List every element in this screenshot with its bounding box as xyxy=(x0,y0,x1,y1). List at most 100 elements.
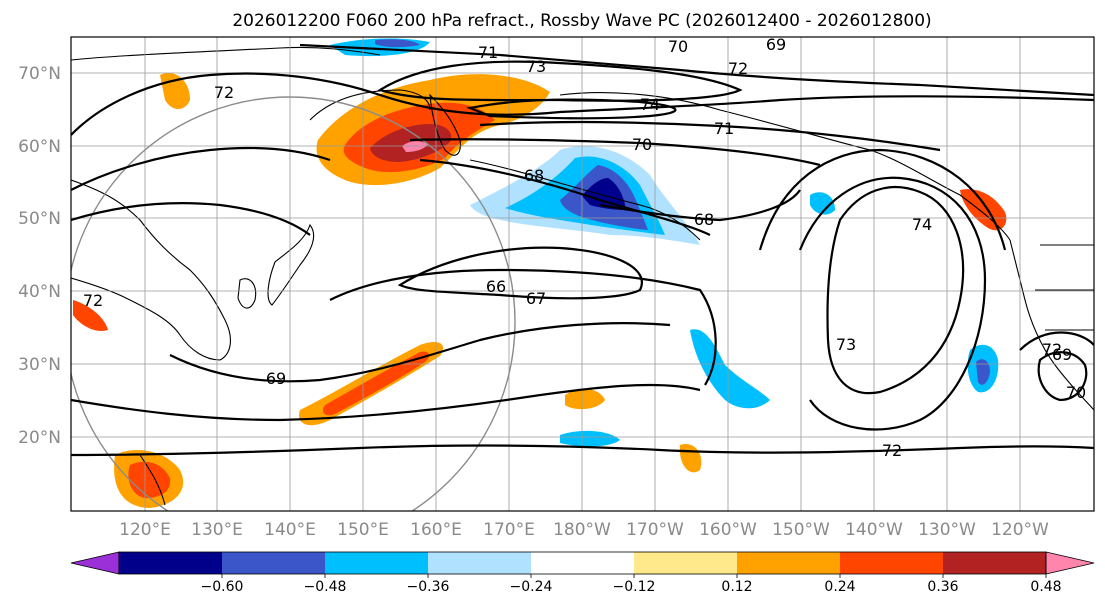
alaska-coastline xyxy=(559,92,1011,241)
contour-label: 70 xyxy=(632,135,652,154)
contour-69 xyxy=(169,322,671,383)
north-america-interior-border xyxy=(1035,244,1094,331)
negative-anomaly-tropical xyxy=(560,430,620,447)
contour-70b xyxy=(71,383,701,422)
contours xyxy=(71,43,1094,457)
longitude-label: 160°W xyxy=(699,520,757,540)
contour-label: 72 xyxy=(1042,340,1062,359)
colorbar-extend-high xyxy=(1045,551,1095,575)
contour-label: 72 xyxy=(214,83,234,102)
colorbar-segment xyxy=(943,552,1047,574)
colorbar-segment xyxy=(325,552,429,574)
negative-anomaly-east-pacific xyxy=(690,329,770,409)
longitude-label: 120°W xyxy=(991,520,1049,540)
positive-anomaly-okhotsk-max xyxy=(402,141,428,152)
longitude-label: 140°E xyxy=(264,520,316,540)
negative-anomaly-aleutian-east xyxy=(810,192,835,215)
positive-anomaly-hawaii xyxy=(565,388,605,410)
positive-anomaly-west-coast-asia xyxy=(73,300,108,331)
korea-coastline xyxy=(237,278,257,309)
contour-label: 74 xyxy=(912,215,932,234)
map-area: 71 70 69 73 72 72 74 71 70 68 68 74 66 6… xyxy=(71,35,1094,511)
contour-label: 68 xyxy=(694,210,714,229)
colorbar-tick-label: −0.36 xyxy=(407,579,450,595)
contour-71b xyxy=(479,120,941,152)
contour-labels: 71 70 69 73 72 72 74 71 70 68 68 74 66 6… xyxy=(83,35,1086,460)
contour-72b xyxy=(71,444,1094,457)
contour-74b xyxy=(826,185,965,395)
negative-anomaly-arctic-core xyxy=(375,39,420,48)
contour-label: 69 xyxy=(266,369,286,388)
colorbar-segment xyxy=(428,552,532,574)
longitude-label: 170°E xyxy=(483,520,535,540)
colorbar-tick-label: 0.24 xyxy=(824,579,855,595)
latitude-label: 60°N xyxy=(18,137,61,157)
map-frame xyxy=(70,36,1095,512)
contour-label: 73 xyxy=(526,57,546,76)
contour-label: 66 xyxy=(486,277,506,296)
colorbar-tick-label: −0.12 xyxy=(613,579,656,595)
latitude-labels: 70°N 60°N 50°N 40°N 30°N 20°N xyxy=(18,64,61,448)
colorbar-segment xyxy=(119,552,223,574)
contour-label: 73 xyxy=(836,335,856,354)
contour-72 xyxy=(71,72,1094,136)
longitude-label: 170°W xyxy=(626,520,684,540)
colorbar-tick-label: 0.48 xyxy=(1030,579,1061,595)
longitude-label: 130°E xyxy=(191,520,243,540)
colorbar-segment xyxy=(737,552,841,574)
contour-label: 72 xyxy=(728,59,748,78)
range-circle xyxy=(71,96,516,511)
contour-label: 68 xyxy=(524,166,544,185)
arctic-coastline xyxy=(71,46,381,61)
figure-title: 2026012200 F060 200 hPa refract., Rossby… xyxy=(232,11,931,31)
contour-66 xyxy=(397,246,643,300)
colorbar-segment xyxy=(634,552,738,574)
north-america-west-coast xyxy=(1009,239,1094,411)
contour-73b xyxy=(798,176,987,431)
contour-label: 70 xyxy=(668,37,688,56)
contour-label: 74 xyxy=(640,95,660,114)
colorbar-segment xyxy=(531,552,635,574)
colorbar-tick-label: −0.60 xyxy=(201,579,244,595)
longitude-label: 150°W xyxy=(772,520,830,540)
contour-69b xyxy=(1037,351,1088,402)
contour-label: 69 xyxy=(766,35,786,54)
coastlines xyxy=(71,46,1094,506)
contour-72c xyxy=(758,148,1007,251)
colorbar-tick-label: −0.48 xyxy=(304,579,347,595)
contour-label: 71 xyxy=(478,43,498,62)
contour-70 xyxy=(409,138,821,167)
negative-anomaly-aleutian-core xyxy=(582,178,626,210)
colorbar-segment xyxy=(222,552,326,574)
latitude-label: 30°N xyxy=(18,355,61,375)
latitude-label: 40°N xyxy=(18,282,61,302)
japan-coastline xyxy=(267,223,315,306)
colorbar-outline xyxy=(118,551,1047,575)
colorbar-segment xyxy=(840,552,944,574)
contour-70c xyxy=(1019,331,1094,351)
philippines-coastline xyxy=(139,454,166,506)
longitude-label: 130°W xyxy=(918,520,976,540)
latitude-label: 70°N xyxy=(18,64,61,84)
negative-anomaly-northeast-pacific-core xyxy=(976,359,990,385)
contour-74 xyxy=(466,98,677,120)
okhotsk-coastline xyxy=(309,89,431,121)
contour-67 xyxy=(329,268,717,386)
colorbar-tick-label: 0.12 xyxy=(721,579,752,595)
longitude-label: 180°W xyxy=(553,520,611,540)
contour-68b xyxy=(599,189,801,222)
contour-label: 72 xyxy=(882,441,902,460)
longitude-labels: 120°E 130°E 140°E 150°E 160°E 170°E 180°W 170°W… xyxy=(119,520,1049,540)
contour-label: 69 xyxy=(1052,345,1072,364)
asia-coastline xyxy=(71,179,231,361)
contour-73 xyxy=(377,60,743,102)
colorbar: −0.60 −0.48 −0.36 −0.24 −0.12 0.12 0.24 0.36 0.4… xyxy=(70,551,1095,595)
contour-west-upper xyxy=(71,146,331,191)
positive-anomaly-subtropical-band-core xyxy=(323,351,430,416)
contour-label: 72 xyxy=(83,291,103,310)
colorbar-tick-label: −0.24 xyxy=(510,579,553,595)
longitude-label: 160°E xyxy=(410,520,462,540)
latitude-label: 50°N xyxy=(18,209,61,229)
colorbar-tick-label: 0.36 xyxy=(927,579,958,595)
